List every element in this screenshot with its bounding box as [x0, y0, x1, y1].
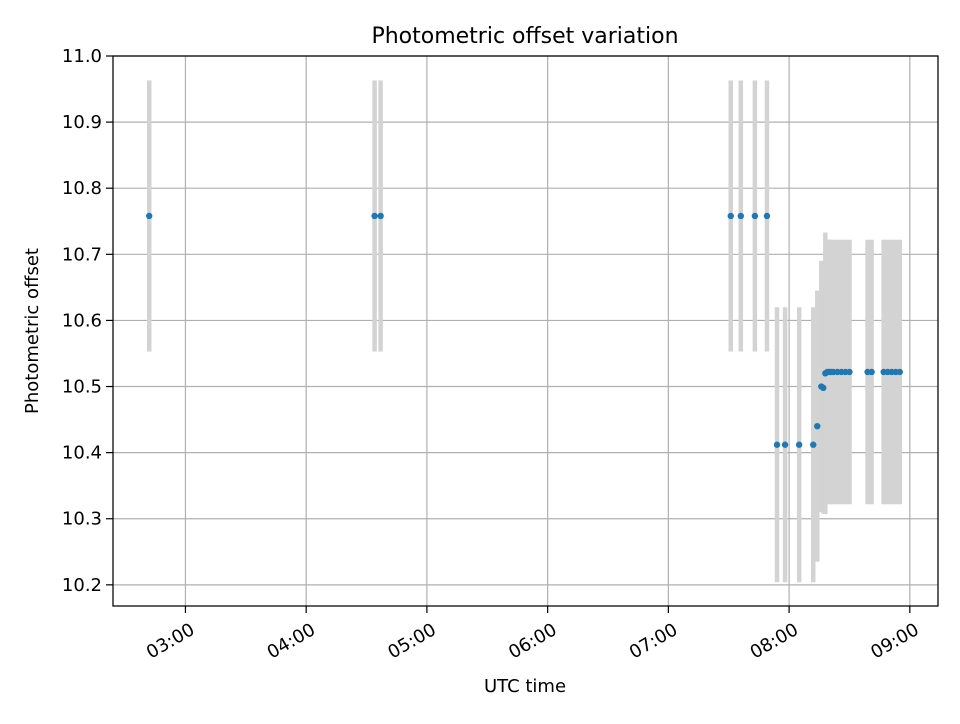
y-tick-label: 10.6: [62, 310, 102, 331]
axes: 03:00 04:00 05:00 06:00 07:00 08:00 09:00 10.2 1…: [62, 46, 923, 663]
x-tick-label: 04:00: [264, 619, 319, 663]
data-point: [751, 212, 759, 220]
y-axis-label: Photometric offset: [22, 248, 43, 414]
x-axis-label: UTC time: [484, 676, 566, 697]
y-tick-label: 10.5: [62, 377, 102, 398]
x-tick-label: 06:00: [505, 619, 560, 663]
y-tick-label: 11.0: [62, 46, 102, 67]
grid: [113, 55, 938, 606]
data-point: [814, 422, 821, 430]
data-point: [737, 212, 745, 220]
data-point: [727, 212, 734, 220]
data-point: [810, 441, 817, 448]
data-point: [371, 212, 378, 220]
data-point: [795, 441, 803, 448]
x-tick-label: 09:00: [867, 619, 922, 663]
data-point: [846, 368, 853, 376]
y-tick-label: 10.3: [62, 509, 102, 530]
y-tick-label: 10.7: [62, 244, 102, 265]
data-point: [763, 212, 771, 220]
x-tick-label: 05:00: [384, 619, 439, 663]
x-tick-label: 03:00: [143, 619, 198, 663]
y-tick-label: 10.8: [62, 178, 102, 199]
x-tick-label: 08:00: [747, 619, 802, 663]
error-bars: [146, 80, 903, 583]
data-point: [868, 368, 875, 376]
x-tick-label: 07:00: [626, 619, 681, 663]
data-point: [781, 441, 789, 448]
y-tick-label: 10.2: [62, 575, 102, 596]
data-point: [820, 384, 827, 392]
y-tick-label: 10.9: [62, 112, 102, 133]
plot-frame: [112, 55, 939, 607]
chart-title: Photometric offset variation: [371, 24, 678, 49]
y-tick-label: 10.4: [62, 443, 102, 464]
data-point: [377, 212, 384, 220]
data-point: [773, 441, 781, 448]
data-point: [896, 368, 903, 376]
data-point: [146, 212, 153, 220]
data-points: [146, 212, 903, 448]
